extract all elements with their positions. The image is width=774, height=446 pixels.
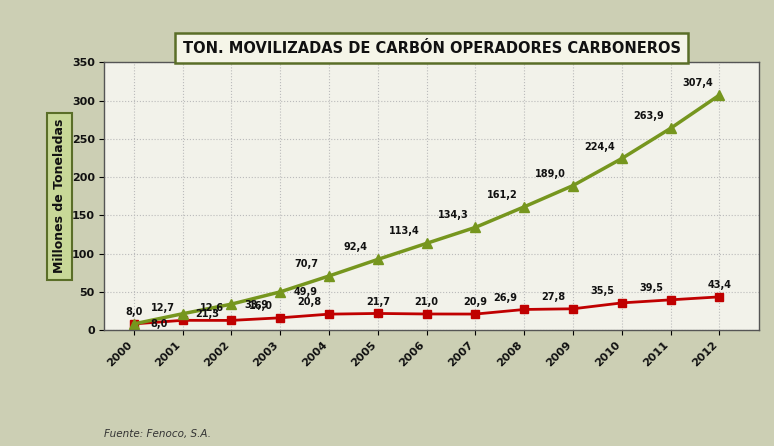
TON. MOVILIZADAS	[373, 311, 382, 316]
TON. MOVILIZADAS	[227, 318, 236, 323]
TON. ACUM.	[276, 289, 285, 294]
Text: 20,8: 20,8	[297, 297, 322, 307]
Text: 8,0: 8,0	[150, 319, 167, 330]
TON. ACUM.	[617, 156, 626, 161]
TON. ACUM.	[227, 301, 236, 307]
TON. ACUM.	[471, 225, 480, 230]
Text: 161,2: 161,2	[487, 190, 517, 200]
TON. MOVILIZADAS	[471, 311, 480, 317]
Text: 20,9: 20,9	[464, 297, 488, 307]
TON. MOVILIZADAS	[422, 311, 431, 317]
TON. ACUM.	[324, 273, 334, 279]
TON. ACUM.	[568, 183, 577, 188]
Text: 70,7: 70,7	[295, 259, 319, 269]
Text: 21,3: 21,3	[196, 310, 220, 319]
Text: 12,6: 12,6	[200, 303, 224, 314]
TON. ACUM.	[715, 92, 724, 98]
TON. MOVILIZADAS	[666, 297, 675, 302]
Text: 12,7: 12,7	[151, 303, 175, 314]
Text: 134,3: 134,3	[438, 211, 468, 220]
Text: 33,9: 33,9	[245, 300, 269, 310]
Text: 39,5: 39,5	[639, 283, 663, 293]
Text: 49,9: 49,9	[293, 287, 317, 297]
TON. ACUM.	[519, 204, 529, 210]
Text: 35,5: 35,5	[591, 286, 615, 296]
Text: 16,0: 16,0	[248, 301, 272, 311]
Text: 27,8: 27,8	[542, 292, 566, 302]
TON. ACUM.	[422, 241, 431, 246]
Line: TON. ACUM.: TON. ACUM.	[129, 90, 724, 329]
TON. ACUM.	[666, 126, 675, 131]
TON. MOVILIZADAS	[568, 306, 577, 311]
TON. MOVILIZADAS	[129, 321, 139, 326]
Text: Fuente: Fenoco, S.A.: Fuente: Fenoco, S.A.	[104, 429, 211, 439]
Text: 43,4: 43,4	[707, 280, 731, 290]
Text: 189,0: 189,0	[536, 169, 567, 178]
Text: 92,4: 92,4	[344, 243, 368, 252]
TON. MOVILIZADAS	[715, 294, 724, 300]
Text: 21,7: 21,7	[366, 297, 390, 306]
TON. MOVILIZADAS	[519, 307, 529, 312]
Text: 224,4: 224,4	[584, 141, 615, 152]
Text: 307,4: 307,4	[682, 78, 713, 88]
TON. ACUM.	[373, 257, 382, 262]
Title: TON. MOVILIZADAS DE CARBÓN OPERADORES CARBONEROS: TON. MOVILIZADAS DE CARBÓN OPERADORES CA…	[183, 41, 680, 56]
Text: 21,0: 21,0	[415, 297, 439, 307]
TON. MOVILIZADAS	[276, 315, 285, 321]
Text: 113,4: 113,4	[389, 227, 420, 236]
Text: 8,0: 8,0	[125, 307, 142, 317]
Text: 263,9: 263,9	[633, 112, 664, 121]
Y-axis label: Millones de Toneladas: Millones de Toneladas	[53, 119, 67, 273]
TON. MOVILIZADAS	[617, 300, 626, 306]
TON. MOVILIZADAS	[178, 318, 187, 323]
TON. MOVILIZADAS	[324, 311, 334, 317]
Text: 26,9: 26,9	[493, 293, 517, 302]
Line: TON. MOVILIZADAS: TON. MOVILIZADAS	[130, 293, 723, 328]
TON. ACUM.	[129, 321, 139, 326]
TON. ACUM.	[178, 311, 187, 316]
